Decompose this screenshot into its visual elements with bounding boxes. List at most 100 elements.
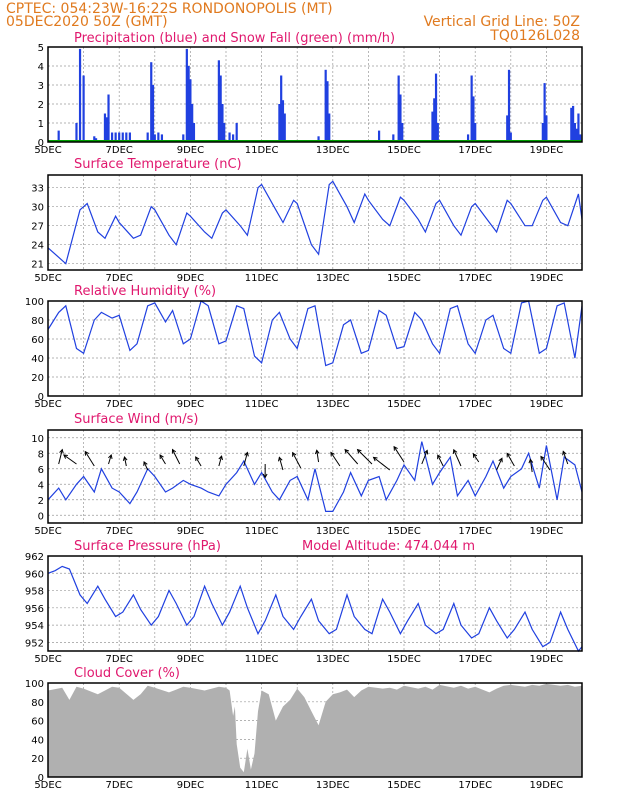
precip-bar xyxy=(189,79,192,142)
wind-series-line xyxy=(47,441,583,512)
precip-xtick-label: 19DEC xyxy=(530,145,564,156)
pres-xtick-label: 15DEC xyxy=(387,654,421,665)
rh-ytick-label: 0 xyxy=(38,392,44,403)
precip-bar xyxy=(328,113,331,142)
wind-arrow-head xyxy=(143,460,148,466)
temp-xtick-label: 15DEC xyxy=(387,273,421,284)
precip-bar xyxy=(223,123,226,142)
cloud-frame xyxy=(47,682,583,778)
pres-xtick-label: 13DEC xyxy=(316,654,350,665)
temp-xtick-label: 19DEC xyxy=(530,273,564,284)
precip-bar xyxy=(433,98,436,142)
pres-ytick-label: 954 xyxy=(25,621,44,632)
wind-arrow xyxy=(172,449,181,465)
wind-arrow xyxy=(58,449,63,465)
wind-arrow xyxy=(84,451,95,467)
rh-frame xyxy=(47,300,583,397)
cloud-ytick-label: 0 xyxy=(38,773,44,784)
header-run-date: 05DEC2020 50Z (GMT) xyxy=(6,14,168,30)
precip-bar xyxy=(472,96,475,142)
rh-series-line xyxy=(47,300,583,367)
header-location: CPTEC: 054:23W-16:22S RONDONOPOLIS (MT) xyxy=(6,1,333,17)
wind-arrow-head xyxy=(452,448,458,454)
rh-xtick-label: 9DEC xyxy=(177,399,204,410)
wind-arrow-head xyxy=(393,445,398,451)
wind-arrow-head xyxy=(218,455,223,461)
temp-series-line xyxy=(47,180,583,265)
precip-bar xyxy=(157,132,160,142)
wind-arrow-head xyxy=(344,448,350,454)
pres-xtick-label: 9DEC xyxy=(177,654,204,665)
precip-xtick-label: 11DEC xyxy=(245,145,279,156)
wind-arrow-head xyxy=(330,451,335,457)
wind-frame xyxy=(47,429,583,524)
precip-bar xyxy=(121,132,124,142)
wind-arrow-head xyxy=(437,454,442,460)
rh-xtick-label: 7DEC xyxy=(106,399,133,410)
precip-bar xyxy=(151,85,155,142)
wind-arrow xyxy=(344,449,359,465)
pres-ytick-label: 952 xyxy=(25,638,44,649)
wind-arrow-head xyxy=(262,473,268,479)
wind-arrow-head xyxy=(506,452,511,458)
precip-bar xyxy=(93,136,96,142)
precip-bar xyxy=(128,132,131,142)
wind-arrow xyxy=(218,455,223,467)
precip-bar xyxy=(399,94,402,142)
pres-panel: 952 954 956 958 960 962 5DEC 7DEC 9DEC 11DEC 13DEC… xyxy=(25,539,583,665)
precip-ytick-label: 5 xyxy=(38,43,44,54)
pres-xtick-label: 17DEC xyxy=(458,654,492,665)
cloud-ytick-label: 40 xyxy=(31,735,44,746)
precip-bar xyxy=(474,123,477,142)
cloud-ytick-label: 20 xyxy=(31,754,44,765)
cloud-ytick-label: 60 xyxy=(31,717,44,728)
precip-bar xyxy=(232,134,235,142)
wind-xtick-label: 15DEC xyxy=(387,526,421,537)
wind-arrow-head xyxy=(159,454,164,460)
wind-arrow xyxy=(393,446,405,463)
temp-ytick-label: 30 xyxy=(31,203,44,214)
temp-ytick-label: 27 xyxy=(31,222,44,233)
precip-bar xyxy=(103,113,107,142)
precip-bar xyxy=(324,69,327,142)
wind-arrow xyxy=(373,457,391,471)
wind-arrow xyxy=(278,457,284,471)
cloud-xtick-label: 9DEC xyxy=(177,780,204,791)
precip-ytick-label: 0 xyxy=(38,138,44,149)
rh-xtick-label: 13DEC xyxy=(316,399,350,410)
wind-arrow-head xyxy=(423,449,429,455)
wind-arrow xyxy=(421,450,428,465)
header-grid-line: Vertical Grid Line: 50Z xyxy=(424,14,580,30)
wind-arrow-head xyxy=(122,455,128,461)
wind-arrow xyxy=(357,449,373,465)
precip-bar xyxy=(78,48,82,142)
precip-bar xyxy=(577,113,580,142)
precip-ytick-label: 2 xyxy=(38,100,44,111)
wind-xtick-label: 7DEC xyxy=(106,526,133,537)
temp-ytick-label: 33 xyxy=(31,184,44,195)
wind-arrow xyxy=(562,451,569,465)
precip-ytick-label: 3 xyxy=(38,81,44,92)
precip-bar xyxy=(466,134,470,142)
temp-title: Surface Temperature (nC) xyxy=(74,157,242,172)
precip-bar xyxy=(182,134,185,142)
rh-xtick-label: 17DEC xyxy=(458,399,492,410)
wind-arrow-head xyxy=(59,448,64,454)
precip-bar xyxy=(541,123,544,142)
pres-ytick-label: 958 xyxy=(25,587,44,598)
precip-xtick-label: 5DEC xyxy=(34,145,61,156)
temp-frame xyxy=(47,174,583,271)
precip-bar xyxy=(573,123,576,142)
precip-bar xyxy=(217,60,220,142)
precip-xtick-label: 7DEC xyxy=(106,145,133,156)
precip-bar xyxy=(150,62,153,143)
precip-panel: 0 1 2 3 4 5 5DEC 7DEC 9DEC 11DEC 13DEC 15DEC 17DEC 19… xyxy=(34,31,583,156)
precip-bar xyxy=(82,75,85,142)
temp-ytick-label: 24 xyxy=(31,241,44,252)
wind-arrow xyxy=(330,452,341,467)
precip-bar xyxy=(436,123,439,142)
pres-xtick-label: 5DEC xyxy=(34,654,61,665)
wind-arrow-head xyxy=(171,448,177,454)
wind-xtick-label: 5DEC xyxy=(34,526,61,537)
